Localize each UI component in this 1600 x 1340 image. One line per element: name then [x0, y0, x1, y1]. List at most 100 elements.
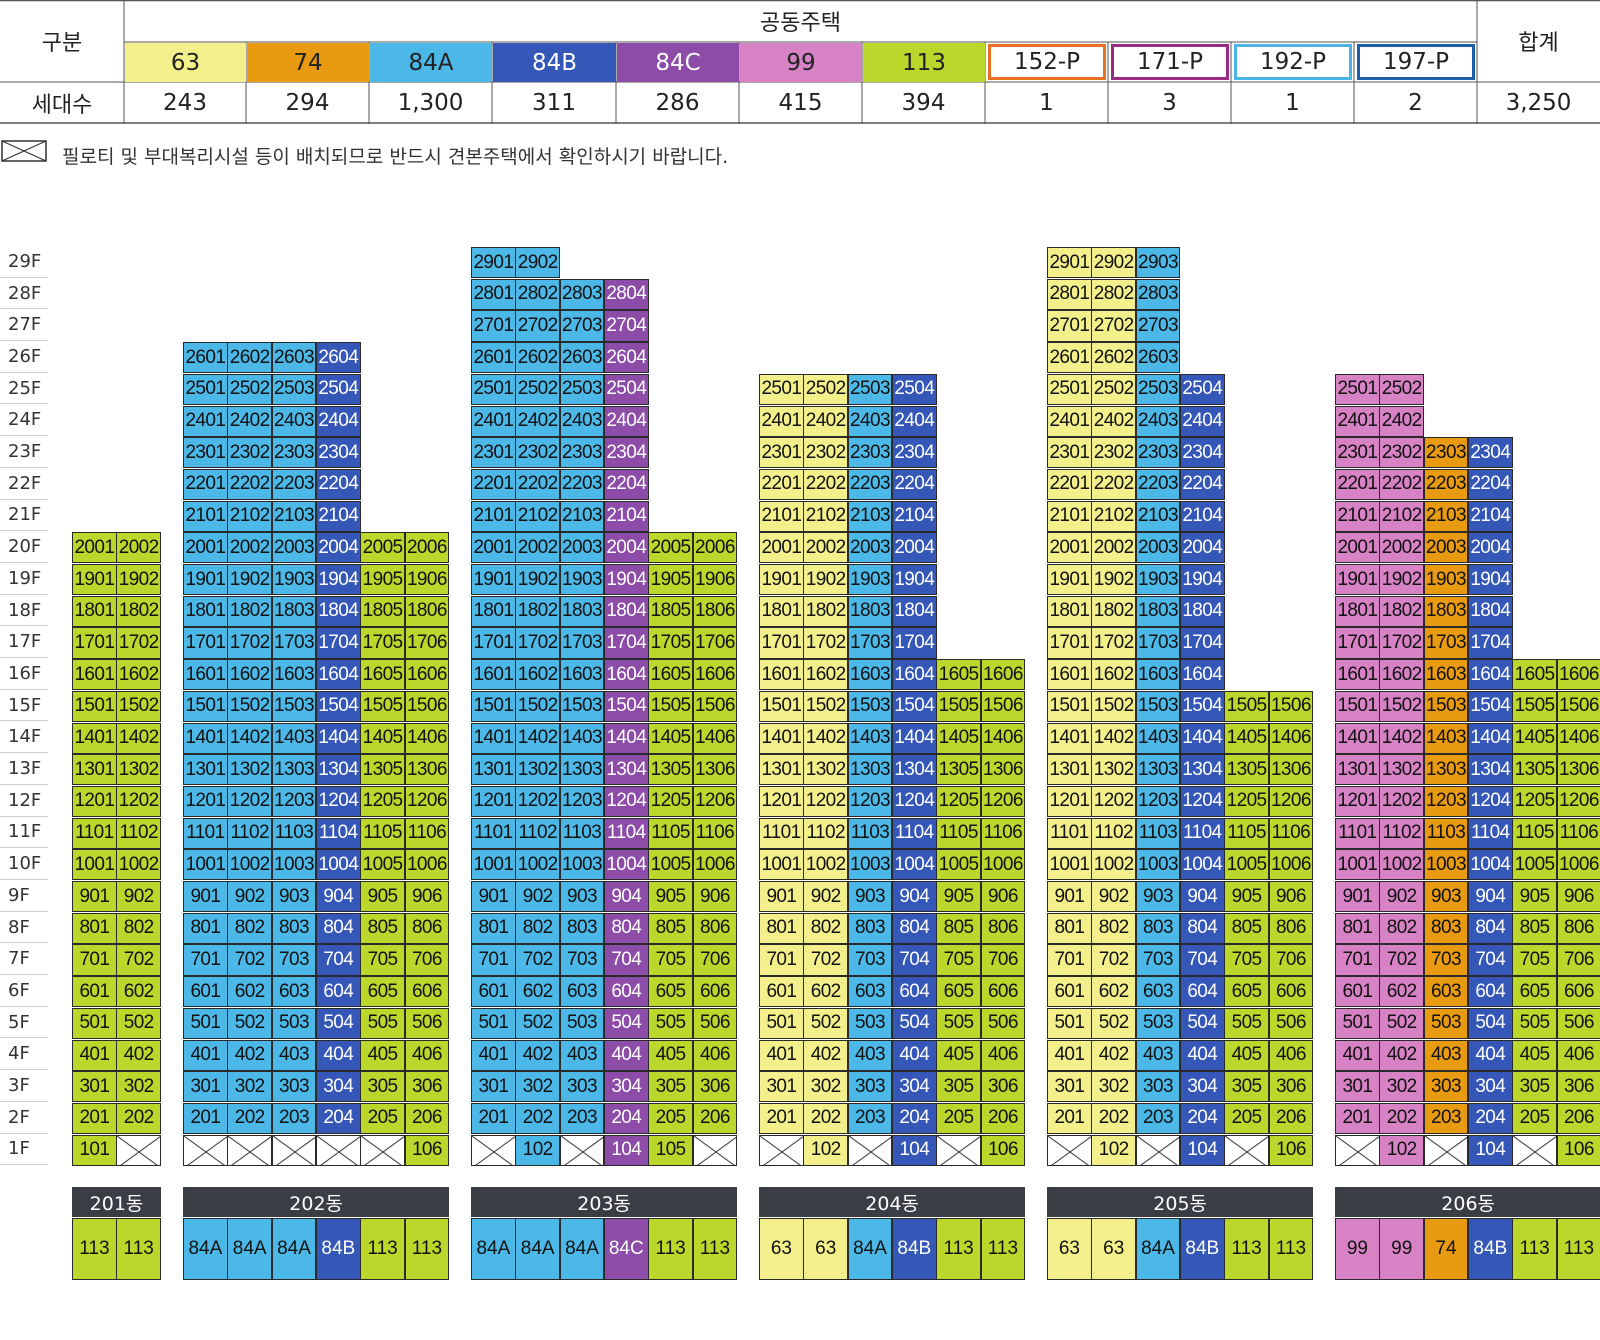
line-type-label: 84A — [227, 1218, 273, 1280]
floor-label: 22F — [0, 468, 48, 500]
line-type-label: 84A — [515, 1218, 561, 1280]
unit-cell: 605 — [648, 976, 693, 1008]
unit-cell: 2802 — [1091, 278, 1137, 310]
unit-cell: 2203 — [271, 468, 317, 501]
unit-cell: 1301 — [72, 754, 117, 786]
unit-cell: 606 — [1268, 976, 1314, 1008]
unit-cell: 1806 — [404, 595, 450, 627]
unit-cell: 1603 — [271, 659, 317, 691]
unit-cell: 101 — [72, 1134, 117, 1166]
unit-cell: 2101 — [471, 500, 516, 532]
unit-cell: 1606 — [1556, 659, 1600, 691]
unit-cell: 2201 — [1047, 468, 1092, 501]
unit-cell: 605 — [1512, 976, 1557, 1008]
unit-cell: 2604 — [315, 342, 361, 374]
unit-cell: 802 — [116, 912, 162, 944]
pilotis-cell — [759, 1134, 804, 1166]
building-name: 203동 — [471, 1187, 738, 1217]
unit-cell: 1901 — [759, 564, 804, 596]
unit-cell: 2503 — [847, 373, 893, 405]
unit-cell: 703 — [1135, 944, 1181, 976]
unit-cell: 604 — [603, 976, 649, 1008]
unit-cell: 602 — [515, 976, 561, 1008]
unit-cell: 405 — [1512, 1039, 1557, 1071]
floor-label: 2F — [0, 1102, 48, 1134]
pilotis-cross-icon — [1513, 1135, 1556, 1165]
unit-cell: 1302 — [1379, 754, 1425, 786]
pilotis-cell — [1047, 1134, 1092, 1166]
unit-cell: 2201 — [1335, 468, 1380, 501]
unit-cell: 806 — [404, 912, 450, 944]
unit-cell: 203 — [559, 1102, 605, 1135]
unit-cell: 2006 — [404, 532, 450, 564]
unit-cell: 1903 — [559, 564, 605, 596]
unit-cell: 1201 — [1335, 785, 1380, 818]
unit-cell: 1404 — [315, 722, 361, 754]
unit-cell: 302 — [803, 1071, 849, 1103]
unit-cell: 904 — [603, 881, 649, 913]
unit-cell: 1804 — [891, 595, 937, 627]
unit-cell: 2401 — [471, 405, 516, 437]
unit-cell: 2202 — [803, 468, 849, 501]
unit-cell: 1301 — [1047, 754, 1092, 786]
unit-cell: 1106 — [692, 817, 738, 849]
unit-cell: 2303 — [1423, 437, 1469, 469]
unit-cell: 1305 — [360, 754, 405, 786]
unit-cell: 606 — [404, 976, 450, 1008]
unit-cell: 2503 — [1135, 373, 1181, 405]
unit-cell: 1504 — [603, 690, 649, 722]
unit-cell: 2302 — [227, 437, 273, 469]
unit-cell: 1305 — [1512, 754, 1557, 786]
unit-cell: 2104 — [1467, 500, 1513, 532]
unit-cell: 1604 — [1179, 659, 1225, 691]
unit-cell: 1305 — [1224, 754, 1269, 786]
unit-cell: 1404 — [1467, 722, 1513, 754]
unit-cell: 2501 — [471, 373, 516, 405]
type-legend-84A: 84A — [370, 43, 492, 82]
unit-cell: 2304 — [1179, 437, 1225, 469]
unit-cell: 1001 — [471, 849, 516, 881]
unit-cell: 803 — [847, 912, 893, 944]
unit-cell: 804 — [315, 912, 361, 944]
unit-cell: 702 — [803, 944, 849, 976]
unit-cell: 1001 — [1047, 849, 1092, 881]
unit-cell: 2703 — [559, 310, 605, 342]
unit-cell: 1803 — [271, 595, 317, 627]
unit-cell: 1705 — [360, 627, 405, 659]
unit-cell: 1004 — [1467, 849, 1513, 881]
unit-cell: 1602 — [116, 659, 162, 691]
unit-cell: 602 — [1091, 976, 1137, 1008]
line-type-label: 113 — [116, 1218, 162, 1280]
unit-cell: 1506 — [980, 690, 1026, 722]
line-type-label: 84B — [1467, 1218, 1513, 1280]
unit-cell: 1403 — [1135, 722, 1181, 754]
unit-type-summary-table: 구분 공동주택 합계 세대수 63 243 74 294 84A 1,300 84B 311 84C 28… — [0, 0, 1600, 124]
unit-cell: 601 — [183, 976, 228, 1008]
type-count-192-P: 1 — [1285, 90, 1300, 116]
pilotis-cell — [1224, 1134, 1269, 1166]
unit-cell: 1605 — [1512, 659, 1557, 691]
unit-cell: 304 — [891, 1071, 937, 1103]
unit-cell: 703 — [1423, 944, 1469, 976]
unit-cell: 1706 — [404, 627, 450, 659]
unit-cell: 2103 — [271, 500, 317, 532]
unit-cell: 1603 — [847, 659, 893, 691]
unit-cell: 702 — [227, 944, 273, 976]
unit-cell: 301 — [183, 1071, 228, 1103]
unit-cell: 903 — [847, 881, 893, 913]
type-legend-99: 99 — [740, 43, 862, 82]
unit-cell: 1001 — [759, 849, 804, 881]
unit-cell: 503 — [271, 1007, 317, 1039]
unit-cell: 803 — [559, 912, 605, 944]
unit-cell: 2601 — [471, 342, 516, 374]
unit-cell: 604 — [1467, 976, 1513, 1008]
type-legend-197-P: 197-P — [1357, 44, 1475, 80]
unit-cell: 1503 — [559, 690, 605, 722]
unit-cell: 2301 — [471, 437, 516, 469]
unit-cell: 1403 — [559, 722, 605, 754]
unit-cell: 1805 — [360, 595, 405, 627]
pilotis-cell — [227, 1134, 273, 1166]
unit-cell: 2903 — [1135, 247, 1181, 279]
unit-cell: 2003 — [847, 532, 893, 564]
unit-cell: 1502 — [227, 690, 273, 722]
